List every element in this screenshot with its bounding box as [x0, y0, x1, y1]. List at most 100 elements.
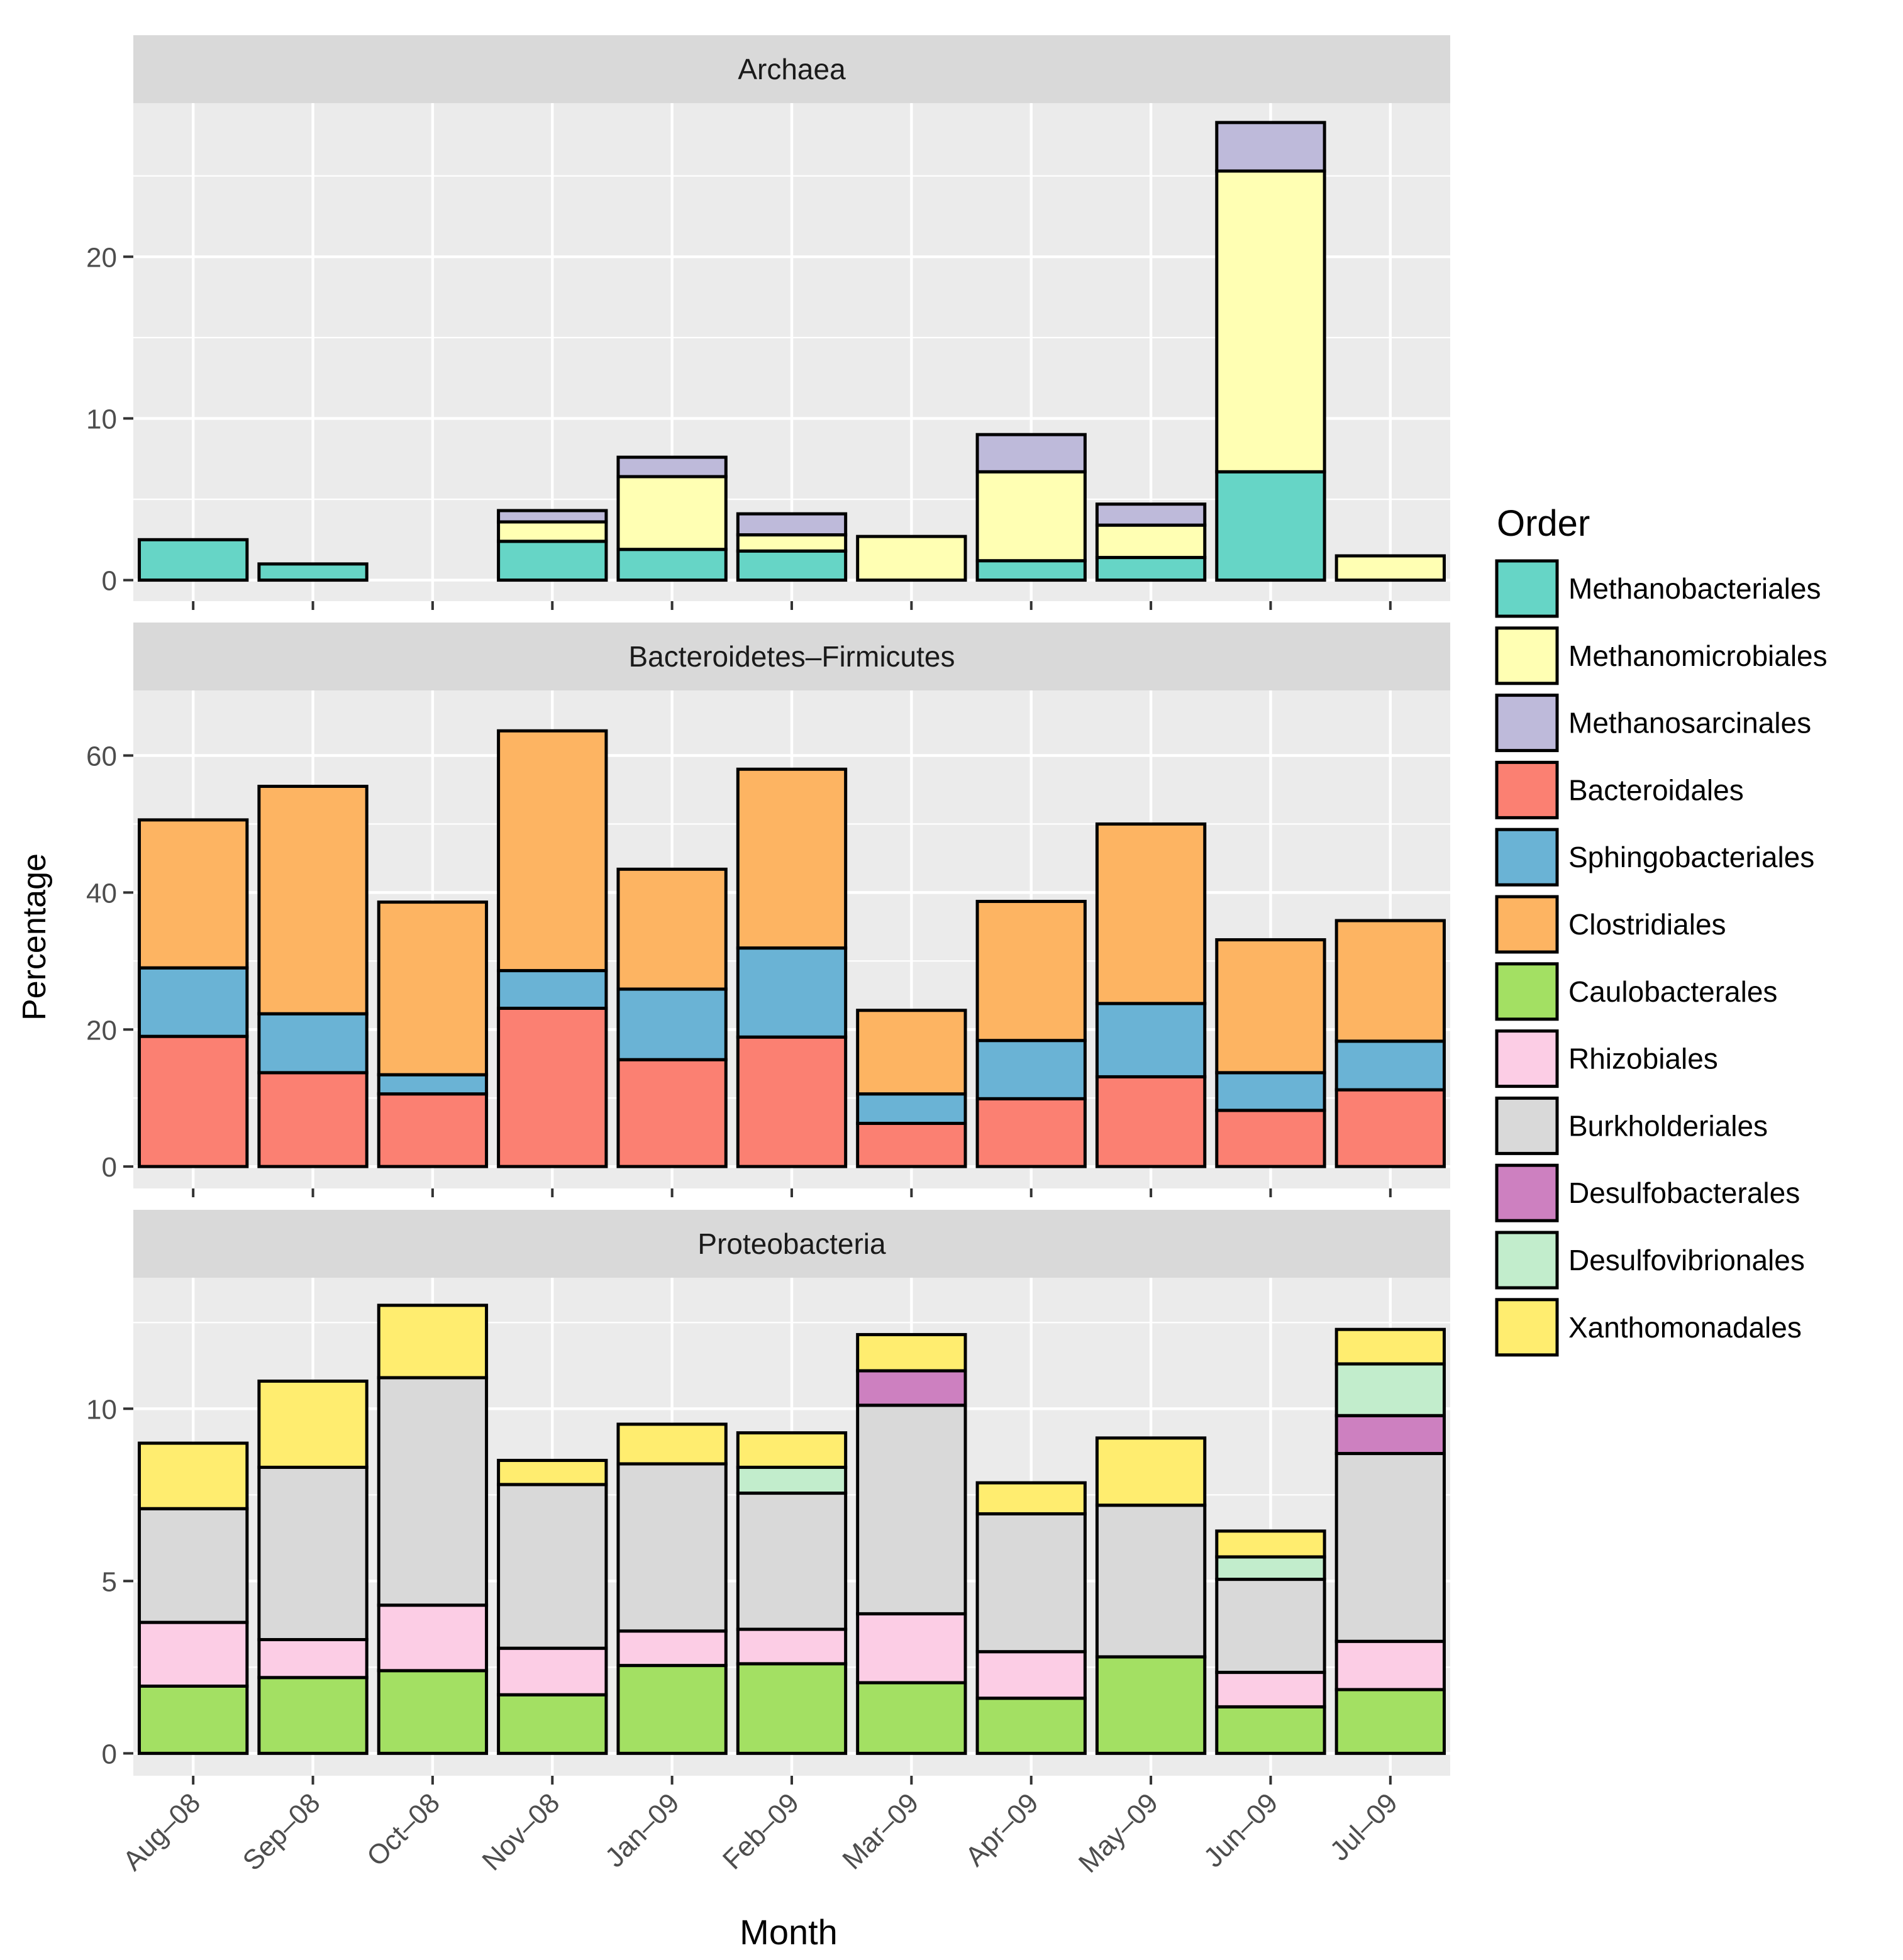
bar-stack-apr-09: [975, 433, 1087, 582]
x-tick-label: Nov–08: [476, 1787, 565, 1876]
bar-segment-methanobacteriales: [257, 562, 369, 582]
bar-segment-bacteroidales: [138, 1034, 249, 1168]
legend-item-rhizobiales: Rhizobiales: [1495, 1029, 1718, 1088]
facet-title: Bacteroidetes–Firmicutes: [629, 640, 955, 673]
bar-segment-methanomicrobiales: [1334, 554, 1446, 582]
panel-proteobacteria: Proteobacteria 0 5 10: [86, 1210, 1450, 1785]
y-tick-label: 0: [102, 566, 117, 597]
bar-segment-burkholderiales: [616, 1462, 728, 1633]
bar-stack-may-09: [1095, 1436, 1207, 1755]
y-axis-title: Percentage: [16, 853, 53, 1021]
legend-item-methanobacteriales: Methanobacteriales: [1495, 559, 1821, 618]
bar-segment-caulobacterales: [377, 1669, 489, 1755]
bar-segment-caulobacterales: [1334, 1688, 1446, 1755]
bar-segment-methanomicrobiales: [856, 534, 967, 582]
legend-item-methanosarcinales: Methanosarcinales: [1495, 694, 1811, 753]
legend-key: [1495, 1231, 1559, 1290]
bar-segment-methanobacteriales: [497, 540, 608, 582]
bar-segment-caulobacterales: [1215, 1705, 1326, 1755]
legend-label: Rhizobiales: [1568, 1043, 1718, 1075]
bar-stack-mar-09: [856, 1332, 967, 1755]
bar-stack-jun-09: [1215, 938, 1326, 1168]
bar-segment-sphingobacteriales: [1095, 1002, 1207, 1078]
bar-segment-clostridiales: [377, 900, 489, 1077]
bar-segment-sphingobacteriales: [1334, 1039, 1446, 1092]
bar-stack-may-09: [1095, 502, 1207, 582]
bar-segment-xanthomonadales: [616, 1422, 728, 1466]
bar-segment-bacteroidales: [1334, 1088, 1446, 1168]
bar-segment-burkholderiales: [497, 1483, 608, 1650]
legend-label: Desulfovibrionales: [1568, 1244, 1805, 1276]
y-tick-label: 40: [86, 878, 117, 909]
legend-label: Xanthomonadales: [1568, 1311, 1802, 1344]
bar-segment-bacteroidales: [1215, 1109, 1326, 1168]
legend-label: Sphingobacteriales: [1568, 841, 1814, 873]
bar-segment-burkholderiales: [257, 1465, 369, 1642]
bar-segment-burkholderiales: [138, 1507, 249, 1624]
bar-stack-mar-09: [856, 534, 967, 582]
legend-label: Bacteroidales: [1568, 773, 1744, 806]
bar-segment-bacteroidales: [736, 1035, 848, 1168]
bar-segment-rhizobiales: [377, 1603, 489, 1673]
bar-stack-jan-09: [616, 867, 728, 1168]
bar-stack-jun-09: [1215, 121, 1326, 582]
bar-segment-burkholderiales: [377, 1376, 489, 1607]
bar-segment-desulfobacterales: [856, 1369, 967, 1407]
bar-stack-jul-09: [1334, 1327, 1446, 1755]
legend-label: Clostridiales: [1568, 908, 1726, 941]
bar-segment-caulobacterales: [1095, 1655, 1207, 1755]
legend-key: [1495, 1163, 1559, 1222]
bar-segment-xanthomonadales: [1095, 1436, 1207, 1507]
x-tick-label: Sep–08: [237, 1787, 326, 1876]
legend-item-desulfobacterales: Desulfobacterales: [1495, 1163, 1800, 1222]
bar-segment-xanthomonadales: [1215, 1529, 1326, 1559]
bar-segment-xanthomonadales: [497, 1458, 608, 1487]
legend-key: [1495, 895, 1559, 954]
y-tick-label: 10: [86, 1394, 117, 1425]
bar-segment-methanobacteriales: [1215, 470, 1326, 582]
bar-segment-caulobacterales: [975, 1697, 1087, 1755]
bar-segment-rhizobiales: [975, 1650, 1087, 1700]
bar-segment-rhizobiales: [616, 1629, 728, 1668]
bar-segment-methanomicrobiales: [736, 533, 848, 553]
y-tick-label: 0: [102, 1739, 117, 1769]
bar-segment-methanosarcinales: [975, 433, 1087, 473]
bar-stack-apr-09: [975, 1481, 1087, 1755]
x-tick-label: Oct–08: [361, 1787, 446, 1872]
legend: Order Methanobacteriales Methanomicrobial…: [1495, 503, 1828, 1357]
y-tick-label: 20: [86, 1015, 117, 1046]
bar-segment-bacteroidales: [616, 1058, 728, 1168]
bar-stack-apr-09: [975, 900, 1087, 1168]
bar-segment-burkholderiales: [856, 1404, 967, 1615]
bar-segment-xanthomonadales: [1334, 1327, 1446, 1366]
facet-title: Proteobacteria: [697, 1227, 886, 1260]
bar-stack-jul-09: [1334, 919, 1446, 1168]
bar-segment-sphingobacteriales: [377, 1073, 489, 1096]
bar-stack-jun-09: [1215, 1529, 1326, 1755]
bar-stack-sep-08: [257, 785, 369, 1168]
bar-stack-feb-09: [736, 1431, 848, 1755]
bar-segment-sphingobacteriales: [736, 946, 848, 1039]
bar-stack-jan-09: [616, 455, 728, 582]
bar-segment-bacteroidales: [257, 1071, 369, 1168]
legend-label: Methanosarcinales: [1568, 707, 1811, 739]
bar-stack-oct-08: [377, 900, 489, 1168]
bar-segment-clostridiales: [736, 767, 848, 950]
bar-segment-xanthomonadales: [377, 1304, 489, 1380]
bar-segment-clostridiales: [616, 867, 728, 991]
bar-segment-burkholderiales: [1215, 1578, 1326, 1675]
bar-segment-methanobacteriales: [616, 548, 728, 582]
bar-stack-feb-09: [736, 767, 848, 1168]
legend-label: Burkholderiales: [1568, 1109, 1768, 1142]
bar-segment-methanosarcinales: [616, 455, 728, 479]
bar-segment-bacteroidales: [497, 1006, 608, 1168]
bar-segment-sphingobacteriales: [257, 1012, 369, 1075]
bar-segment-desulfobacterales: [1334, 1414, 1446, 1456]
legend-key: [1495, 1096, 1559, 1155]
bar-segment-methanomicrobiales: [1215, 169, 1326, 473]
x-tick-label: Mar–09: [836, 1787, 924, 1875]
bar-segment-xanthomonadales: [736, 1431, 848, 1469]
bar-segment-sphingobacteriales: [616, 987, 728, 1061]
bar-segment-clostridiales: [257, 785, 369, 1016]
bar-segment-clostridiales: [975, 900, 1087, 1043]
